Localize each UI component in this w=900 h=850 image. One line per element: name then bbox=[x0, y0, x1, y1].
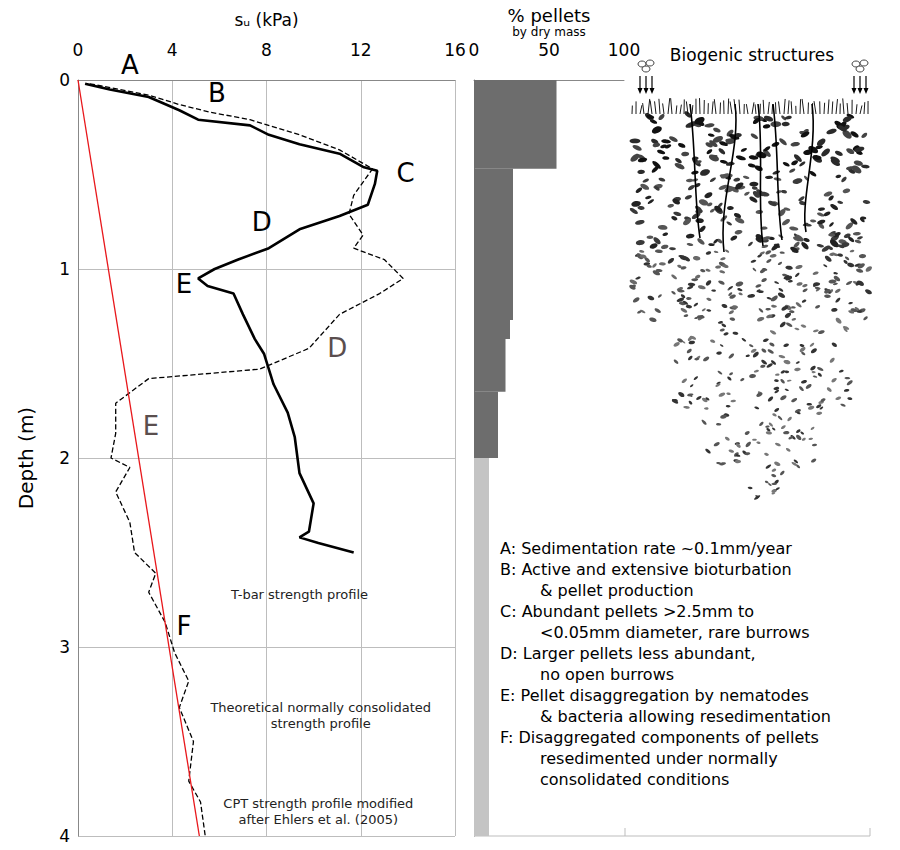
svg-text:D: D bbox=[327, 333, 347, 363]
svg-text:3: 3 bbox=[59, 637, 70, 657]
svg-text:strength profile: strength profile bbox=[271, 716, 371, 731]
svg-text:Depth (m): Depth (m) bbox=[14, 407, 38, 509]
svg-text:& pellet production: & pellet production bbox=[540, 581, 694, 600]
svg-text:C: C bbox=[396, 158, 414, 188]
svg-text:D: D bbox=[252, 207, 272, 237]
svg-text:8: 8 bbox=[261, 40, 272, 60]
svg-text:% pellets: % pellets bbox=[508, 5, 591, 26]
svg-text:B: B bbox=[208, 78, 226, 108]
svg-text:A: Sedimentation rate ~0.1mm/y: A: Sedimentation rate ~0.1mm/year bbox=[500, 539, 792, 558]
svg-text:sᵤ (kPa): sᵤ (kPa) bbox=[234, 10, 298, 30]
svg-text:B: Active and extensive biotur: B: Active and extensive bioturbation bbox=[500, 560, 792, 579]
svg-text:0: 0 bbox=[59, 70, 70, 90]
svg-text:F: F bbox=[177, 611, 192, 641]
svg-text:Theoretical normally consolida: Theoretical normally consolidated bbox=[209, 700, 431, 715]
svg-text:CPT strength profile modified: CPT strength profile modified bbox=[223, 796, 413, 811]
svg-text:E: E bbox=[143, 411, 159, 441]
svg-text:by dry mass: by dry mass bbox=[512, 25, 586, 39]
svg-text:16: 16 bbox=[444, 40, 466, 60]
svg-text:resedimented under normally: resedimented under normally bbox=[540, 749, 778, 768]
svg-text:E: E bbox=[176, 269, 192, 299]
svg-text:T-bar strength profile: T-bar strength profile bbox=[230, 587, 368, 602]
svg-text:1: 1 bbox=[59, 259, 70, 279]
svg-text:consolidated conditions: consolidated conditions bbox=[540, 770, 729, 789]
svg-text:4: 4 bbox=[167, 40, 178, 60]
svg-text:D: Larger pellets less abundan: D: Larger pellets less abundant, bbox=[500, 644, 756, 663]
svg-text:F: Disaggregated components of: F: Disaggregated components of pellets bbox=[500, 728, 819, 747]
svg-text:C: Abundant pellets >2.5mm to: C: Abundant pellets >2.5mm to bbox=[500, 602, 754, 621]
svg-text:no open burrows: no open burrows bbox=[540, 665, 674, 684]
svg-text:50: 50 bbox=[538, 40, 560, 60]
svg-text:2: 2 bbox=[59, 448, 70, 468]
svg-text:4: 4 bbox=[59, 826, 70, 846]
svg-text:E: Pellet disaggregation by ne: E: Pellet disaggregation by nematodes bbox=[500, 686, 809, 705]
svg-text:A: A bbox=[121, 50, 139, 80]
svg-text:<0.05mm diameter, rare burrows: <0.05mm diameter, rare burrows bbox=[540, 623, 810, 642]
svg-text:0: 0 bbox=[469, 40, 480, 60]
svg-text:12: 12 bbox=[350, 40, 372, 60]
svg-text:& bacteria allowing resediment: & bacteria allowing resedimentation bbox=[540, 707, 831, 726]
svg-text:100: 100 bbox=[608, 40, 640, 60]
svg-text:after Ehlers et al. (2005): after Ehlers et al. (2005) bbox=[239, 812, 399, 827]
svg-text:Biogenic structures: Biogenic structures bbox=[670, 45, 834, 65]
svg-text:0: 0 bbox=[73, 40, 84, 60]
